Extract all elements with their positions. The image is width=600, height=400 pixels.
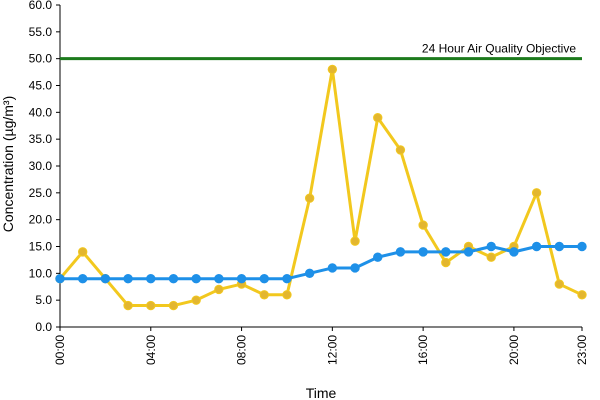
y-tick-label: 10.0 [29,266,53,280]
series-1 [55,241,587,284]
series-0 [55,64,587,311]
x-tick-label: 23:00 [575,335,589,365]
data-point [282,290,292,300]
y-axis-ticks: 0.0 5.0 10.0 15.0 20.0 25.0 30.0 35.0 40.0 45.0 50… [29,0,60,334]
y-tick-label: 25.0 [29,186,53,200]
data-point [395,247,406,257]
data-point [350,263,360,273]
data-point [191,274,201,284]
data-point [486,241,496,252]
data-point [554,279,565,289]
y-axis-title: Concentration (µg/m³) [0,96,16,232]
data-point [282,274,292,284]
data-point [327,64,338,75]
data-point [304,193,315,203]
data-point [350,236,360,246]
data-point [146,274,156,284]
data-point [55,274,65,284]
data-point [486,252,496,262]
y-tick-label: 50.0 [29,52,53,66]
data-point [214,274,224,284]
data-point [77,247,88,257]
data-point [259,274,269,284]
data-point [100,274,111,284]
y-tick-label: 45.0 [29,79,53,93]
x-tick-label: 08:00 [235,335,249,365]
y-tick-label: 15.0 [29,240,53,254]
data-point [146,300,156,311]
data-point [327,263,338,273]
data-point [577,290,587,300]
y-tick-label: 0.0 [35,320,52,334]
data-point [577,241,587,252]
y-tick-label: 5.0 [35,293,52,307]
data-point [509,247,519,257]
data-point [304,268,315,279]
data-point [463,247,474,257]
data-point [123,300,133,311]
series-layer [55,64,587,311]
data-point [168,274,179,284]
data-point [191,295,201,305]
y-tick-label: 40.0 [29,105,53,119]
x-axis-ticks: 00:00 04:00 08:00 12:00 16:00 20:00 23:00 [53,327,589,365]
data-point [77,274,88,284]
data-point [441,257,451,268]
data-point [236,274,247,284]
data-point [531,188,542,198]
y-tick-label: 60.0 [29,0,53,12]
reference-line-label: 24 Hour Air Quality Objective [422,42,576,56]
data-point [531,241,542,252]
x-axis-title: Time [306,385,337,400]
data-point [214,284,224,295]
y-tick-label: 30.0 [29,159,53,173]
reference-line-group: 24 Hour Air Quality Objective [60,42,582,61]
y-tick-label: 35.0 [29,132,53,146]
data-point [441,247,451,257]
data-point [418,247,428,257]
data-point [395,145,406,155]
x-tick-label: 16:00 [416,335,430,365]
data-point [554,241,565,252]
data-point [418,220,428,230]
data-point [373,252,383,262]
data-point [259,290,269,300]
x-tick-label: 04:00 [144,335,158,365]
data-point [123,274,133,284]
x-tick-label: 20:00 [507,335,521,365]
y-tick-label: 20.0 [29,213,53,227]
x-tick-label: 12:00 [325,335,339,365]
data-point [168,300,179,311]
y-tick-label: 55.0 [29,25,53,39]
x-tick-label: 00:00 [53,335,67,365]
data-point [373,113,383,123]
